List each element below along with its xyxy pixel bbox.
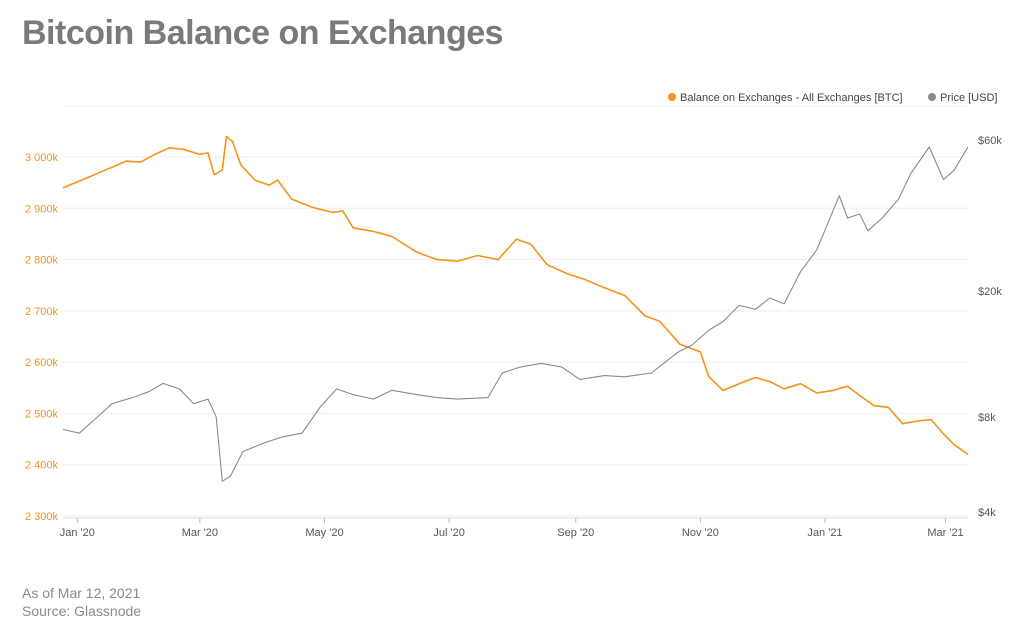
x-tick-label: Mar '21 [927,527,963,539]
legend-label-balance: Balance on Exchanges - All Exchanges [BT… [680,92,903,104]
price-series-line [62,146,969,482]
chart-area: 2 300k 2 400k 2 500k 2 600k 2 700k 2 800k 2 90… [25,92,1002,539]
right-tick-label: $4k [978,507,996,519]
grid-lines [63,105,968,517]
left-tick-label: 2 600k [25,357,59,369]
x-tick-label: Nov '20 [682,527,719,539]
left-tick-label: 2 500k [25,408,59,420]
source-note: Source: Glassnode [22,603,142,619]
left-tick-label: 2 300k [25,511,59,523]
x-tick-label: Jan '21 [807,527,842,539]
right-tick-label: $60k [978,135,1002,147]
right-tick-label: $8k [978,412,996,424]
x-tick-label: Jan '20 [60,527,95,539]
x-axis: Jan '20 Mar '20 May '20 Jul '20 Sep '20 Nov '… [60,517,968,539]
right-tick-label: $20k [978,286,1002,298]
legend-marker-balance [668,93,676,101]
x-tick-label: Mar '20 [182,527,218,539]
left-tick-label: 2 700k [25,306,59,318]
left-tick-label: 2 900k [25,203,59,215]
x-tick-label: Sep '20 [557,527,594,539]
left-tick-label: 3 000k [25,152,59,164]
series-layer [62,135,969,482]
as-of-date: As of Mar 12, 2021 [22,585,141,601]
right-axis: $4k $8k $20k $60k [978,135,1002,519]
legend-label-price: Price [USD] [940,92,997,104]
left-tick-label: 2 400k [25,460,59,472]
legend-marker-price [928,93,936,101]
balance-series-line [62,135,969,456]
left-tick-label: 2 800k [25,255,59,267]
chart-title: Bitcoin Balance on Exchanges [22,14,504,52]
x-tick-label: Jul '20 [433,527,464,539]
footer: As of Mar 12, 2021 Source: Glassnode [22,584,141,620]
legend: Balance on Exchanges - All Exchanges [BT… [668,92,997,104]
x-tick-label: May '20 [305,527,343,539]
left-axis: 2 300k 2 400k 2 500k 2 600k 2 700k 2 800k 2 90… [25,152,59,523]
